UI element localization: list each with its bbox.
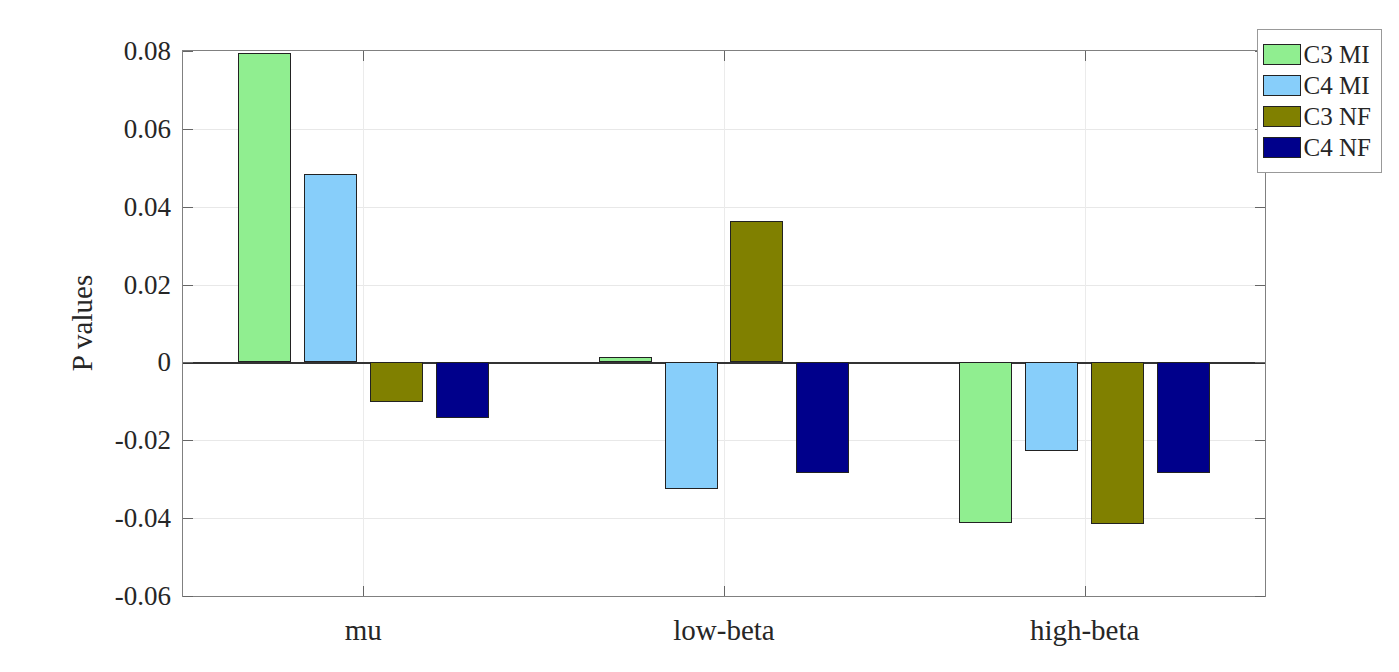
bar-chart-figure: P values 0.080.060.040.020-0.02-0.04-0.0… [0,0,1399,672]
plot-area: 0.080.060.040.020-0.02-0.04-0.06mulow-be… [182,50,1266,597]
y-tick-label: -0.04 [115,502,171,534]
y-tick-mark [183,129,193,130]
bar-c4-nf-low-beta [796,362,849,472]
y-tick-mark [1255,518,1265,519]
x-tick-label: high-beta [975,614,1195,647]
legend-swatch-icon [1263,75,1301,96]
legend-item: C3 NF [1263,104,1371,129]
y-tick-mark [183,440,193,441]
x-tick-mark [363,586,364,596]
x-tick-mark [724,586,725,596]
x-tick-mark [1085,51,1086,61]
x-tick-label: mu [253,614,473,647]
legend-item: C4 MI [1263,73,1371,98]
bar-c4-mi-high-beta [1025,362,1078,451]
legend-swatch-icon [1263,106,1301,127]
y-tick-mark [183,596,193,597]
bar-c4-mi-low-beta [665,362,718,489]
y-tick-mark [1255,596,1265,597]
legend-item: C3 MI [1263,42,1371,67]
bar-c3-mi-low-beta [599,357,652,362]
bar-c3-nf-high-beta [1091,362,1144,524]
y-tick-label: 0.02 [124,269,171,301]
y-tick-mark [183,207,193,208]
y-tick-mark [1255,440,1265,441]
legend-label: C4 MI [1304,73,1370,98]
y-tick-label: 0.04 [124,191,171,223]
legend: C3 MI C4 MI C3 NF C4 NF [1257,29,1382,173]
x-tick-mark [363,51,364,61]
y-tick-mark [1255,207,1265,208]
bar-c4-nf-mu [436,362,489,417]
bar-c4-mi-mu [304,174,357,363]
y-tick-mark [183,362,193,363]
bar-c3-nf-mu [370,362,423,402]
y-tick-mark [183,51,193,52]
gridline-vertical [363,51,364,596]
y-tick-label: -0.02 [115,424,171,456]
y-tick-mark [183,518,193,519]
x-tick-mark [1085,586,1086,596]
legend-label: C3 MI [1304,42,1370,67]
y-tick-label: 0 [158,346,172,378]
x-tick-mark [724,51,725,61]
bar-c3-mi-high-beta [959,362,1012,523]
legend-label: C3 NF [1304,104,1371,129]
legend-item: C4 NF [1263,135,1371,160]
y-tick-label: 0.08 [124,35,171,67]
y-tick-mark [1255,362,1265,363]
bar-c3-mi-mu [238,53,291,362]
legend-swatch-icon [1263,44,1301,65]
gridline-vertical [724,51,725,596]
y-tick-mark [1255,285,1265,286]
gridline-vertical [1085,51,1086,596]
bar-c4-nf-high-beta [1157,362,1210,472]
y-tick-label: -0.06 [115,580,171,612]
legend-label: C4 NF [1304,135,1371,160]
legend-swatch-icon [1263,137,1301,158]
y-tick-label: 0.06 [124,113,171,145]
y-tick-mark [183,285,193,286]
x-tick-label: low-beta [614,614,834,647]
y-axis-label: P values [66,275,99,371]
bar-c3-nf-low-beta [730,221,783,362]
